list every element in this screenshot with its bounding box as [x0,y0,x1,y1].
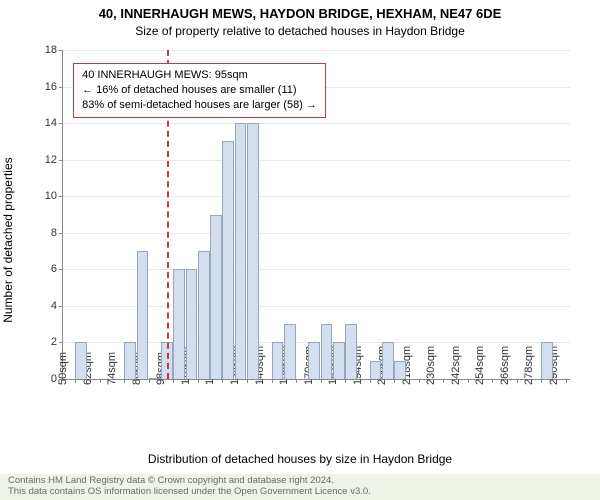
xtick-label: 74sqm [106,352,118,385]
xtick-mark [468,379,469,383]
annotation-line1: 40 INNERHAUGH MEWS: 95sqm [82,68,317,83]
xtick-mark [222,379,223,383]
xtick-mark [198,379,199,383]
plot-wrap: 02468101214161850sqm62sqm74sqm86sqm98sqm… [48,50,570,412]
gridline [63,160,570,161]
xtick-mark [345,379,346,383]
ytick-mark [59,87,63,88]
ytick-label: 10 [45,190,57,202]
histogram-bar [235,123,247,379]
ytick-mark [59,342,63,343]
ytick-label: 18 [45,44,57,56]
xtick-mark [517,379,518,383]
xtick-mark [173,379,174,383]
xtick-label: 278sqm [523,346,535,385]
chart-subtitle: Size of property relative to detached ho… [0,24,600,38]
xtick-mark [394,379,395,383]
y-axis-label: Number of detached properties [1,157,15,322]
ytick-mark [59,269,63,270]
histogram-bar [284,324,296,379]
histogram-bar [541,342,553,379]
histogram-bar [247,123,259,379]
ytick-mark [59,123,63,124]
xtick-mark [149,379,150,383]
xtick-label: 242sqm [450,346,462,385]
histogram-bar [345,324,357,379]
xtick-mark [492,379,493,383]
ytick-label: 16 [45,81,57,93]
gridline [63,123,570,124]
xtick-mark [419,379,420,383]
ytick-mark [59,50,63,51]
annotation-line2: ← 16% of detached houses are smaller (11… [82,83,317,98]
xtick-mark [247,379,248,383]
histogram-bar [333,342,345,379]
ytick-label: 4 [51,300,57,312]
chart-title: 40, INNERHAUGH MEWS, HAYDON BRIDGE, HEXH… [0,0,600,22]
xtick-mark [272,379,273,383]
ytick-mark [59,160,63,161]
histogram-bar [198,251,210,379]
histogram-bar [186,269,198,379]
gridline [63,196,570,197]
histogram-bar [222,141,234,379]
xtick-mark [296,379,297,383]
histogram-bar [173,269,185,379]
annotation-line3: 83% of semi-detached houses are larger (… [82,98,317,113]
xtick-mark [100,379,101,383]
histogram-bar [124,342,136,379]
histogram-bar [137,251,149,379]
ytick-label: 6 [51,263,57,275]
xtick-label: 50sqm [57,352,69,385]
xtick-mark [370,379,371,383]
ytick-label: 8 [51,227,57,239]
xtick-mark [541,379,542,383]
ytick-label: 2 [51,336,57,348]
histogram-bar [75,342,87,379]
histogram-bar [210,215,222,380]
gridline [63,233,570,234]
histogram-bar [370,361,382,379]
annotation-box: 40 INNERHAUGH MEWS: 95sqm ← 16% of detac… [73,63,326,118]
gridline [63,50,570,51]
ytick-mark [59,233,63,234]
histogram-bar [321,324,333,379]
histogram-bar [382,342,394,379]
histogram-bar [308,342,320,379]
xtick-label: 266sqm [499,346,511,385]
histogram-bar [394,361,406,379]
xtick-mark [124,379,125,383]
xtick-mark [75,379,76,383]
footer-line2: This data contains OS information licens… [8,487,592,498]
ytick-mark [59,196,63,197]
histogram-bar [149,378,161,379]
xtick-mark [566,379,567,383]
ytick-label: 14 [45,117,57,129]
xtick-mark [321,379,322,383]
xtick-label: 254sqm [474,346,486,385]
footer: Contains HM Land Registry data © Crown c… [0,474,600,500]
plot-area: 02468101214161850sqm62sqm74sqm86sqm98sqm… [62,50,570,380]
ytick-label: 12 [45,154,57,166]
ytick-mark [59,306,63,307]
x-axis-label: Distribution of detached houses by size … [0,452,600,466]
xtick-label: 230sqm [425,346,437,385]
histogram-bar [272,342,284,379]
xtick-mark [443,379,444,383]
